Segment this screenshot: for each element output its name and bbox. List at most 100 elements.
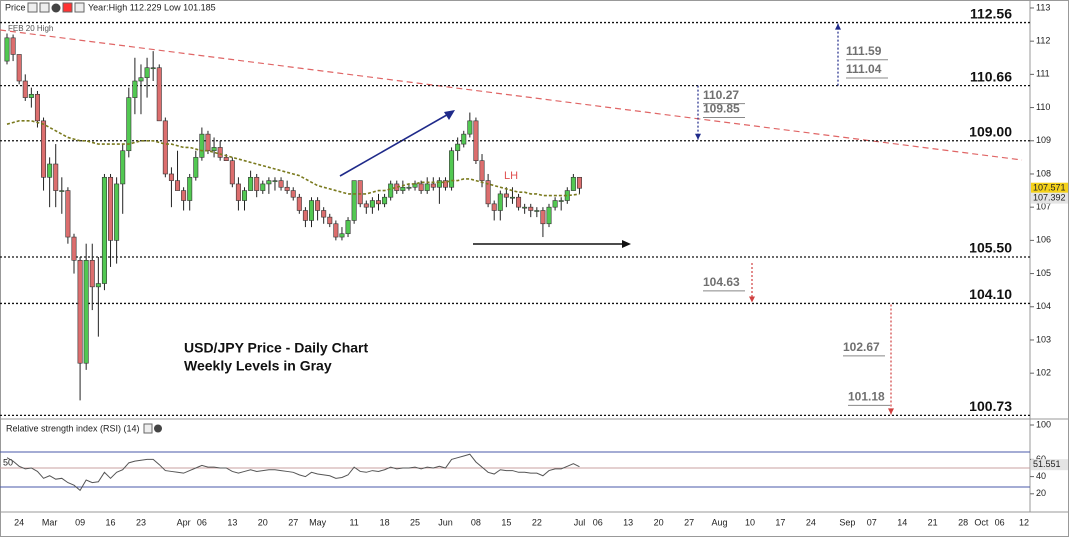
arrow-head (444, 110, 455, 120)
x-tick-label: 06 (995, 517, 1005, 527)
x-tick-label: 21 (928, 517, 938, 527)
candle-body (120, 150, 126, 185)
icon[interactable] (154, 424, 162, 433)
icon[interactable] (143, 423, 153, 434)
candle-body (449, 150, 455, 188)
icon[interactable] (51, 3, 61, 13)
candle-body (235, 183, 241, 201)
candle-body (382, 196, 388, 205)
candle-body (479, 160, 485, 181)
x-tick-label: 08 (471, 517, 481, 527)
candle-body (552, 200, 558, 208)
x-tick-label: Jul (574, 517, 586, 527)
annotation: FEB 20 High (8, 24, 53, 33)
x-tick-label: 18 (380, 517, 390, 527)
x-tick-label: 22 (532, 517, 542, 527)
candle-body (534, 210, 540, 212)
candle-body (59, 190, 65, 192)
candle-body (375, 200, 381, 205)
y-tick-label: 100 (1036, 419, 1051, 429)
x-tick-label: 23 (136, 517, 146, 527)
level-label: 105.50 (969, 240, 1012, 256)
candle-body (315, 200, 321, 211)
x-tick-label: 12 (1019, 517, 1029, 527)
arrow-head (695, 133, 701, 140)
candle-body (65, 190, 71, 238)
candle-body (290, 190, 296, 198)
y-tick-label: 40 (1036, 471, 1046, 481)
weekly-level-label: 109.85 (703, 102, 740, 116)
x-tick-label: May (309, 517, 327, 527)
chart-title: USD/JPY Price - Daily Chart (184, 340, 368, 356)
x-tick-label: 14 (897, 517, 907, 527)
arrow-head (835, 23, 841, 30)
candle-body (205, 133, 211, 152)
x-tick-label: Jun (438, 517, 453, 527)
candle-body (266, 180, 272, 185)
candle-body (442, 180, 448, 188)
candle-body (126, 97, 132, 152)
toolbar-label: Price (5, 2, 26, 12)
x-tick-label: Oct (974, 517, 989, 527)
x-tick-label: 09 (75, 517, 85, 527)
value-tag-label: 51.551 (1033, 459, 1061, 469)
x-tick-label: 07 (867, 517, 877, 527)
y-tick-label: 107 (1036, 202, 1051, 212)
candle-body (89, 259, 95, 288)
x-tick-label: 20 (654, 517, 664, 527)
candle-body (181, 190, 187, 201)
icon[interactable] (74, 2, 85, 13)
candle-body (4, 37, 10, 62)
candle-body (199, 133, 205, 158)
rsi-icons[interactable] (143, 423, 162, 434)
y-tick-label: 104 (1036, 301, 1051, 311)
candle-body (193, 157, 199, 178)
level-label: 109.00 (969, 123, 1012, 139)
candle-body (406, 186, 412, 189)
candle-body (114, 183, 120, 241)
y-tick-label: 113 (1036, 2, 1050, 12)
candle-body (156, 67, 162, 122)
x-tick-label: 27 (288, 517, 298, 527)
year-range: Year:High 112.229 Low 101.185 (88, 2, 216, 12)
price-tag-label: 107.392 (1033, 193, 1066, 203)
x-tick-label: 11 (349, 517, 358, 527)
weekly-level-label: 111.04 (846, 62, 882, 76)
x-tick-label: 16 (106, 517, 116, 527)
icon[interactable] (62, 2, 73, 13)
chart-subtitle: Weekly Levels in Gray (184, 358, 332, 374)
trend-arrow (339, 111, 453, 177)
candle-body (570, 176, 576, 191)
candle-body (187, 176, 193, 201)
candle-body (516, 196, 522, 208)
candle-body (108, 176, 114, 241)
icon[interactable] (27, 2, 38, 13)
candle-body (162, 120, 168, 175)
x-tick-label: Apr (177, 517, 191, 527)
price-tag (1031, 192, 1068, 204)
toolbar-icons[interactable] (27, 2, 85, 13)
candle-body (357, 180, 363, 205)
candle-body (540, 210, 546, 225)
y-tick-label: 105 (1036, 268, 1051, 278)
weekly-level-label: 102.67 (843, 340, 880, 354)
arrow-head (888, 408, 894, 415)
candle-body (455, 143, 461, 152)
candle-body (28, 93, 34, 98)
trend-line (0, 29, 1023, 161)
candle-body (333, 223, 339, 238)
y-tick-label: 111 (1036, 69, 1050, 79)
icon[interactable] (39, 2, 50, 13)
candle-body (138, 77, 144, 82)
candle-body (436, 180, 442, 188)
weekly-level-label: 111.59 (846, 44, 882, 58)
level-label: 104.10 (969, 286, 1012, 302)
candle-body (546, 206, 552, 225)
price-tag-label: 107.571 (1033, 183, 1066, 193)
x-tick-label: 06 (197, 517, 207, 527)
x-tick-label: 27 (684, 517, 694, 527)
x-tick-label: 24 (14, 517, 24, 527)
y-tick-label: 109 (1036, 135, 1051, 145)
candle-body (71, 236, 77, 261)
